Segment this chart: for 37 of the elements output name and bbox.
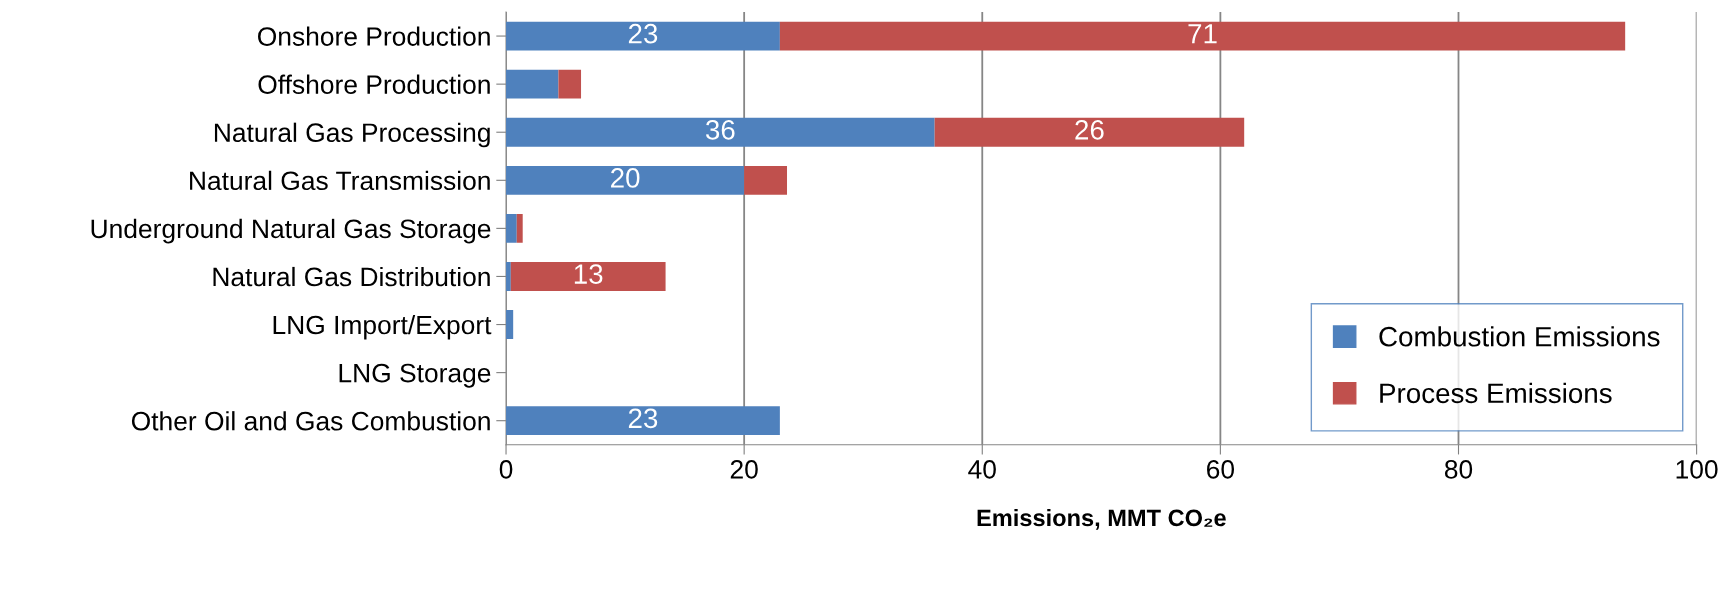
bar <box>510 262 666 291</box>
bar <box>506 69 559 99</box>
x-tick-label: 20 <box>730 460 758 479</box>
data-label: 20 <box>611 168 640 188</box>
bar <box>506 117 935 147</box>
y-tick-label: Offshore Production <box>258 74 490 94</box>
bar <box>744 165 788 195</box>
y-tick-label: Natural Gas Transmission <box>190 170 490 191</box>
data-label: 13 <box>574 264 603 284</box>
x-tick-label: 0 <box>499 460 513 479</box>
x-tick-label: 80 <box>1444 460 1473 479</box>
legend-label: Combustion Emissions <box>1379 326 1660 347</box>
y-tick-label: Other Oil and Gas Combustion <box>131 411 490 431</box>
x-tick-label: 100 <box>1676 460 1718 479</box>
bar <box>934 117 1245 147</box>
data-label: 36 <box>705 120 735 140</box>
data-label: 71 <box>1188 24 1217 44</box>
y-tick-label: Natural Gas Distribution <box>213 266 490 287</box>
bar <box>558 69 582 99</box>
data-label: 26 <box>1075 120 1104 140</box>
x-tick-label: 60 <box>1207 460 1235 479</box>
legend-label: Process Emissions <box>1380 382 1612 404</box>
bar <box>506 406 780 436</box>
y-tick-label: Natural Gas Processing <box>214 122 490 148</box>
bar <box>779 21 1626 51</box>
bar <box>516 213 523 243</box>
bar <box>506 213 517 243</box>
y-tick-label: Underground Natural Gas Storage <box>91 218 491 244</box>
bar <box>506 21 780 51</box>
bar <box>506 165 745 195</box>
x-axis-title: Emissions, MMT CO₂e <box>977 508 1226 530</box>
data-label: 23 <box>628 408 658 429</box>
y-tick-label: LNG Storage <box>339 363 491 388</box>
x-tick-label: 40 <box>968 460 996 479</box>
y-tick-label: Onshore Production <box>258 26 490 46</box>
y-tick-label: LNG Import/Export <box>273 314 492 340</box>
data-label: 23 <box>628 23 658 44</box>
